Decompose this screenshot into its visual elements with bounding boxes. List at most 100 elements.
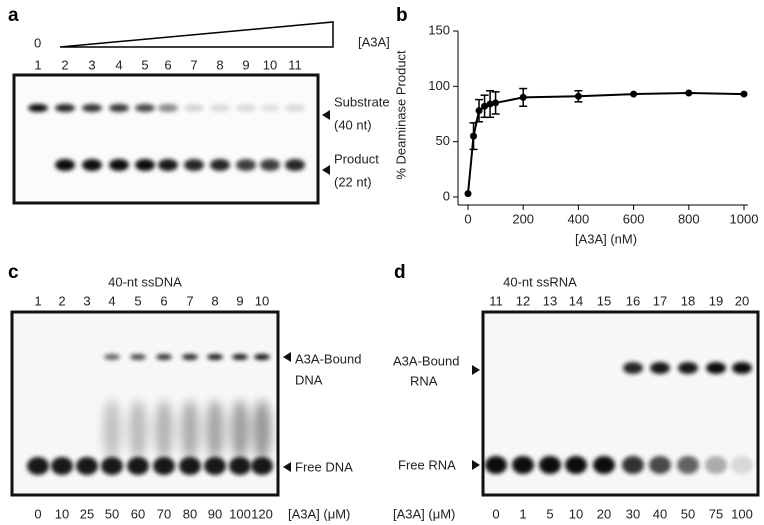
- data-point: [630, 90, 638, 98]
- concentration: 50: [105, 506, 119, 521]
- lane-number: 16: [626, 293, 640, 308]
- gel-band: [103, 400, 121, 460]
- gel-band: [55, 159, 75, 171]
- x-tick-label: 600: [623, 211, 645, 226]
- data-point: [492, 99, 500, 107]
- gel-band: [650, 362, 670, 374]
- x-tick-label: 800: [678, 211, 700, 226]
- band-label: Substrate: [334, 94, 390, 109]
- lane-number: 5: [141, 57, 148, 72]
- lane-number: 11: [288, 57, 302, 72]
- data-point: [685, 89, 693, 97]
- lane-number: 20: [735, 293, 749, 308]
- gel-band: [27, 457, 49, 475]
- x-tick-label: 200: [512, 211, 534, 226]
- data-point: [475, 107, 483, 115]
- lane-number: 15: [597, 293, 611, 308]
- gel-band: [285, 159, 305, 171]
- y-tick-label: 50: [436, 133, 450, 148]
- gel-band: [28, 104, 48, 112]
- arrow: [322, 165, 330, 175]
- y-tick-label: 100: [428, 78, 450, 93]
- data-point: [481, 102, 489, 110]
- concentration: 0: [492, 506, 499, 521]
- data-line: [467, 91, 745, 194]
- lane-number: 1: [34, 293, 41, 308]
- gel-band: [158, 104, 178, 112]
- gel-title: 40-nt ssDNA: [108, 274, 182, 289]
- y-axis-label: % Deaminase Product: [393, 50, 408, 180]
- gel-band: [512, 456, 534, 474]
- gel-band: [55, 104, 75, 112]
- gel-band: [251, 457, 273, 475]
- concentration: 25: [80, 506, 94, 521]
- gel-band: [156, 354, 172, 360]
- lane-number: 1: [34, 57, 41, 72]
- gel-band: [135, 159, 155, 171]
- lane-number: 14: [569, 293, 583, 308]
- lane-number: 10: [255, 293, 269, 308]
- gel-band: [206, 400, 224, 460]
- gel-band: [184, 104, 204, 112]
- arrow: [322, 110, 330, 120]
- gel-band: [76, 457, 98, 475]
- lane-number: 7: [190, 57, 197, 72]
- gel-band: [623, 362, 643, 374]
- gel-band: [229, 457, 251, 475]
- gel-band: [285, 104, 305, 112]
- gel-band: [210, 104, 230, 112]
- band-label: DNA: [295, 372, 323, 387]
- band-label: Free DNA: [295, 459, 353, 474]
- gel-band: [731, 456, 753, 474]
- y-tick-label: 0: [443, 188, 450, 203]
- gel-band: [82, 104, 102, 112]
- concentration: 100: [731, 506, 753, 521]
- lane-number: 3: [83, 293, 90, 308]
- gel-band: [109, 159, 129, 171]
- concentration: 10: [55, 506, 69, 521]
- gel-band: [706, 362, 726, 374]
- concentration: 80: [183, 506, 197, 521]
- band-label: A3A-Bound: [393, 353, 460, 368]
- data-point: [740, 90, 748, 98]
- band-label: Free RNA: [398, 457, 456, 472]
- concentration: 40: [653, 506, 667, 521]
- gel-band: [129, 400, 147, 460]
- concentration: 10: [569, 506, 583, 521]
- gel-band: [236, 104, 256, 112]
- x-tick-label: 0: [464, 211, 471, 226]
- gel: [481, 310, 760, 497]
- gel-title: 40-nt ssRNA: [503, 274, 577, 289]
- concentration: 70: [157, 506, 171, 521]
- gel-band: [204, 457, 226, 475]
- gel-band: [705, 456, 727, 474]
- panel-label: b: [396, 5, 408, 26]
- lane-number: 11: [489, 293, 503, 308]
- concentration-label: [A3A] (μM): [288, 506, 350, 521]
- concentration: 120: [251, 506, 273, 521]
- arrow: [283, 462, 291, 472]
- lane-number: 2: [58, 293, 65, 308]
- panel-label: a: [8, 5, 19, 26]
- lane-number: 3: [88, 57, 95, 72]
- zero-label: 0: [34, 35, 41, 50]
- lane-number: 8: [211, 293, 218, 308]
- concentration: 30: [626, 506, 640, 521]
- gel-band: [153, 457, 175, 475]
- gel-band: [181, 400, 199, 460]
- lane-number: 6: [164, 57, 171, 72]
- concentration: 100: [229, 506, 251, 521]
- lane-number: 4: [108, 293, 115, 308]
- gel-band: [236, 159, 256, 171]
- lane-number: 6: [160, 293, 167, 308]
- concentration: 75: [709, 506, 723, 521]
- gel-band: [155, 400, 173, 460]
- gel-band: [184, 159, 204, 171]
- data-point: [470, 132, 478, 140]
- data-point: [486, 100, 494, 108]
- gel-band: [565, 456, 587, 474]
- arrow: [472, 460, 480, 470]
- lane-number: 4: [115, 57, 122, 72]
- x-tick-label: 400: [568, 211, 590, 226]
